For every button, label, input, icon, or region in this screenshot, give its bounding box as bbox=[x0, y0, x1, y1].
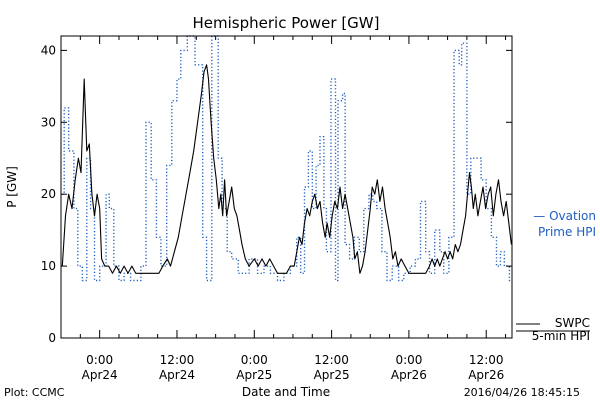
plot-credit: Plot: CCMC bbox=[4, 386, 65, 399]
x-tick-time: 0:00 bbox=[395, 353, 422, 367]
legend-swpc-line2: 5-min HPI bbox=[532, 329, 590, 343]
x-tick-date: Apr24 bbox=[82, 368, 118, 382]
x-tick-date: Apr25 bbox=[314, 368, 350, 382]
legend-ovation: — Ovation Prime HPI bbox=[533, 209, 596, 239]
legend-ovation-line2: Prime HPI bbox=[538, 225, 596, 239]
y-tick-label: 30 bbox=[41, 115, 56, 129]
y-tick-label: 10 bbox=[41, 259, 56, 273]
x-axis-label: Date and Time bbox=[242, 385, 330, 399]
y-axis-label: P [GW] bbox=[5, 166, 19, 208]
series-ovation-prime-line bbox=[62, 35, 512, 282]
series-layer bbox=[61, 35, 512, 282]
x-tick-time: 12:00 bbox=[469, 353, 504, 367]
plot-timestamp: 2016/04/26 18:45:15 bbox=[464, 386, 580, 399]
x-tick-time: 0:00 bbox=[86, 353, 113, 367]
x-tick-date: Apr26 bbox=[391, 368, 427, 382]
series-swpc-line bbox=[61, 64, 512, 274]
y-tick-label: 0 bbox=[48, 331, 56, 345]
x-tick-date: Apr25 bbox=[236, 368, 272, 382]
legend-ovation-line1: — Ovation bbox=[533, 209, 596, 223]
chart-title: Hemispheric Power [GW] bbox=[193, 14, 380, 32]
x-tick-time: 0:00 bbox=[241, 353, 268, 367]
x-tick-time: 12:00 bbox=[314, 353, 349, 367]
legend-swpc: SWPC 5-min HPI bbox=[516, 316, 590, 343]
y-axis: 0 10 20 30 40 bbox=[41, 43, 512, 345]
legend-swpc-line1: SWPC bbox=[555, 316, 590, 330]
y-tick-label: 40 bbox=[41, 43, 56, 57]
plot-frame bbox=[60, 35, 513, 339]
x-axis: 0:00Apr2412:00Apr240:00Apr2512:00Apr250:… bbox=[79, 36, 507, 382]
x-tick-time: 12:00 bbox=[160, 353, 195, 367]
x-tick-date: Apr24 bbox=[159, 368, 195, 382]
y-tick-label: 20 bbox=[41, 187, 56, 201]
x-tick-date: Apr26 bbox=[468, 368, 504, 382]
